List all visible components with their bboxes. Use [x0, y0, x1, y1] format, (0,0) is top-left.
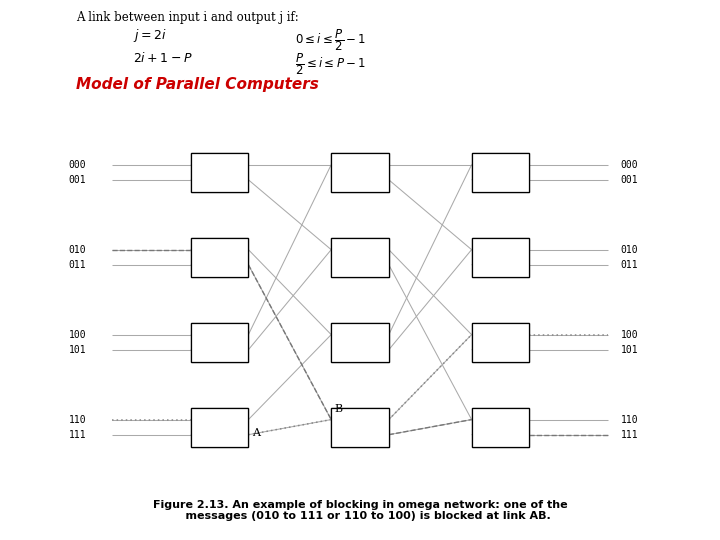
Text: A link between input i and output j if:: A link between input i and output j if:: [76, 11, 298, 24]
Text: 001: 001: [68, 175, 86, 185]
Bar: [191, 153, 248, 192]
Text: 111: 111: [621, 430, 638, 440]
Bar: [191, 238, 248, 276]
Bar: [472, 153, 529, 192]
Bar: [472, 323, 529, 362]
Bar: [472, 153, 529, 192]
Text: 010: 010: [621, 245, 638, 255]
Bar: [191, 238, 248, 276]
Bar: [191, 153, 248, 192]
Text: 100: 100: [68, 329, 86, 340]
Text: 001: 001: [621, 175, 638, 185]
Text: 101: 101: [621, 345, 638, 355]
Bar: [331, 238, 389, 276]
Bar: [472, 408, 529, 447]
Bar: [331, 323, 389, 362]
Text: B: B: [335, 404, 343, 414]
Text: 101: 101: [68, 345, 86, 355]
Text: 010: 010: [68, 245, 86, 255]
Bar: [331, 323, 389, 362]
Text: $j = 2i$: $j = 2i$: [133, 27, 167, 44]
Bar: [331, 153, 389, 192]
Bar: [331, 408, 389, 447]
Bar: [191, 408, 248, 447]
Text: 000: 000: [68, 160, 86, 170]
Text: 011: 011: [621, 260, 638, 270]
Text: $\dfrac{P}{2} \leq i \leq P - 1$: $\dfrac{P}{2} \leq i \leq P - 1$: [295, 51, 366, 77]
Bar: [191, 408, 248, 447]
Text: $0 \leq i \leq \dfrac{P}{2} - 1$: $0 \leq i \leq \dfrac{P}{2} - 1$: [295, 27, 366, 53]
Text: 011: 011: [68, 260, 86, 270]
Text: Model of Parallel Computers: Model of Parallel Computers: [76, 77, 318, 92]
Text: 000: 000: [621, 160, 638, 170]
Bar: [331, 238, 389, 276]
Text: 110: 110: [68, 415, 86, 424]
Text: Figure 2.13. An example of blocking in omega network: one of the
    messages (0: Figure 2.13. An example of blocking in o…: [153, 500, 567, 521]
Text: A: A: [252, 428, 260, 437]
Bar: [472, 323, 529, 362]
Bar: [472, 238, 529, 276]
Bar: [472, 238, 529, 276]
Bar: [331, 408, 389, 447]
Bar: [472, 408, 529, 447]
Bar: [331, 153, 389, 192]
Text: 100: 100: [621, 329, 638, 340]
Bar: [191, 323, 248, 362]
Text: $2i + 1 - P$: $2i + 1 - P$: [133, 51, 193, 65]
Text: 111: 111: [68, 430, 86, 440]
Text: 110: 110: [621, 415, 638, 424]
Bar: [191, 323, 248, 362]
